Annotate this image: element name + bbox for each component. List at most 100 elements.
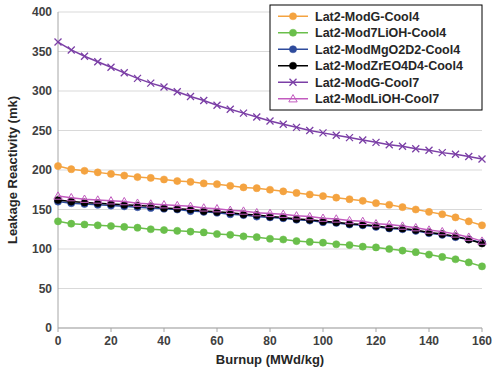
point <box>107 170 114 177</box>
point <box>94 196 102 203</box>
point <box>346 241 353 248</box>
point <box>465 218 472 225</box>
point <box>94 222 101 229</box>
point <box>253 185 260 192</box>
point <box>425 226 433 233</box>
point <box>372 220 380 227</box>
point <box>320 129 327 136</box>
point <box>425 208 432 215</box>
x-tick-label: 120 <box>366 334 386 348</box>
point <box>200 208 207 215</box>
point <box>227 182 234 189</box>
point <box>478 263 485 270</box>
point <box>213 181 220 188</box>
point <box>332 215 340 222</box>
point <box>346 221 353 228</box>
legend-marker <box>289 13 296 20</box>
point <box>187 178 194 185</box>
x-tick-label: 40 <box>157 334 171 348</box>
point <box>465 259 472 266</box>
y-tick-label: 300 <box>32 84 52 98</box>
point <box>227 231 234 238</box>
y-axis-title: Leakage Reactivity (mk) <box>5 96 20 244</box>
point <box>174 227 181 234</box>
point <box>319 214 327 221</box>
point <box>359 243 366 250</box>
point <box>319 219 326 226</box>
point <box>293 189 300 196</box>
point <box>479 155 486 162</box>
y-tick-label: 350 <box>32 45 52 59</box>
point <box>213 209 220 216</box>
point <box>240 184 247 191</box>
point <box>81 221 88 228</box>
point <box>54 218 61 225</box>
x-tick <box>58 328 59 332</box>
point <box>280 215 287 222</box>
point <box>200 180 207 187</box>
grid-line <box>58 328 482 329</box>
legend-label: Lat2-ModG-Cool7 <box>315 76 419 90</box>
point <box>266 235 273 242</box>
point <box>187 93 194 100</box>
x-tick-label: 20 <box>104 334 118 348</box>
point <box>213 230 220 237</box>
point <box>55 39 62 46</box>
point <box>399 143 406 150</box>
y-tick-label: 400 <box>32 5 52 19</box>
point <box>306 217 313 224</box>
point <box>200 204 208 211</box>
point <box>68 46 75 53</box>
point <box>67 193 75 200</box>
point <box>451 230 459 237</box>
x-tick <box>376 328 377 332</box>
point <box>160 226 167 233</box>
legend-marker <box>289 95 297 102</box>
point <box>253 208 261 215</box>
point <box>398 222 406 229</box>
point <box>239 207 247 214</box>
point <box>147 226 154 233</box>
point <box>293 216 300 223</box>
point <box>107 222 114 229</box>
series <box>54 192 486 244</box>
x-tick <box>217 328 218 332</box>
point <box>68 198 75 205</box>
point <box>293 238 300 245</box>
legend-label: Lat2-ModZrEO4D4-Cool4 <box>315 59 463 73</box>
point <box>161 84 168 91</box>
y-tick-label: 50 <box>39 282 53 296</box>
point <box>345 216 353 223</box>
point <box>174 177 181 184</box>
y-tick-label: 0 <box>45 321 52 335</box>
y-tick-label: 100 <box>32 242 52 256</box>
point <box>373 139 380 146</box>
point <box>147 174 154 181</box>
series-line <box>58 196 482 241</box>
legend-marker <box>290 79 297 86</box>
point <box>399 247 406 254</box>
point <box>81 167 88 174</box>
point <box>187 228 194 235</box>
legend-label: Lat2-ModG-Cool4 <box>315 10 419 24</box>
point <box>465 233 473 240</box>
point <box>478 237 486 244</box>
point <box>452 214 459 221</box>
point <box>385 220 393 227</box>
point <box>174 88 181 95</box>
x-tick-label: 60 <box>210 334 224 348</box>
point <box>80 195 88 202</box>
point <box>425 251 432 258</box>
point <box>399 204 406 211</box>
point <box>54 192 62 199</box>
point <box>412 223 420 230</box>
point <box>319 239 326 246</box>
point <box>439 149 446 156</box>
point <box>267 118 274 125</box>
point <box>121 223 128 230</box>
point <box>253 234 260 241</box>
point <box>346 134 353 141</box>
x-tick-label: 100 <box>313 334 333 348</box>
point <box>452 151 459 158</box>
x-tick <box>482 328 483 332</box>
